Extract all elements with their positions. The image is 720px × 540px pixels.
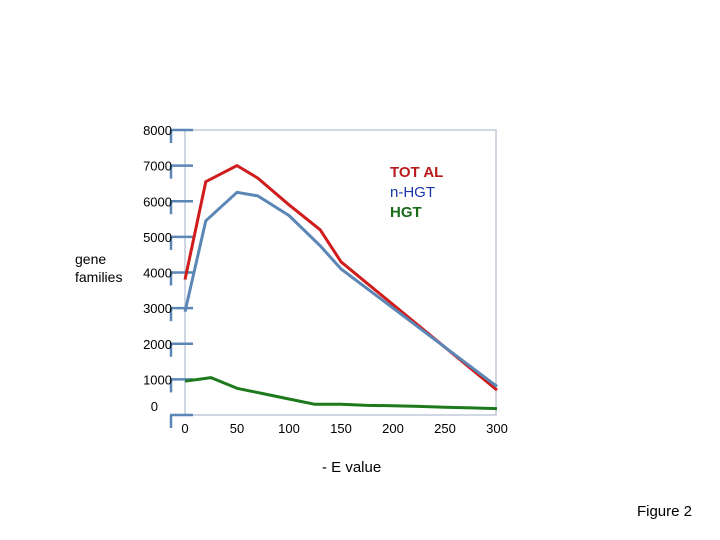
x-tick-label: 100 (278, 421, 300, 436)
legend: TOT AL n-HGT HGT (390, 163, 443, 223)
x-tick-label: 200 (382, 421, 404, 436)
x-tick-label: 300 (486, 421, 508, 436)
y-axis-label: gene families (75, 251, 123, 285)
legend-hgt: HGT (390, 204, 422, 221)
y-tick-label: 6000 (143, 194, 172, 209)
x-tick-label: 50 (230, 421, 244, 436)
x-axis-label: - E value (322, 459, 382, 476)
y-tick-label: 3000 (143, 301, 172, 316)
y-tick-label: 5000 (143, 230, 172, 245)
plot-frame (184, 129, 497, 416)
y-tick-label: 1000 (143, 372, 172, 387)
series-lines (183, 164, 498, 411)
y-tick-label: 2000 (143, 337, 172, 352)
legend-total: TOT AL (390, 164, 444, 181)
x-tick-label: 150 (330, 421, 352, 436)
series-line-tot-al (183, 164, 498, 392)
y-tick-label: 8000 (143, 123, 172, 138)
x-axis-ticks: 0 50 100 150 200 250 300 (181, 421, 507, 436)
y-tick-label: 4000 (143, 266, 172, 281)
y-tick-label: 0 (151, 399, 158, 414)
x-tick-label: 0 (181, 421, 188, 436)
legend-n-hgt: n-HGT (390, 184, 435, 201)
x-tick-label: 250 (434, 421, 456, 436)
y-tick-label: 7000 (143, 159, 172, 174)
figure-caption: Figure 2 (636, 503, 692, 520)
series-line-n-hgt (183, 190, 498, 388)
y-axis-ticks: 8000 7000 6000 5000 4000 3000 2000 1000 0 (143, 123, 193, 428)
series-line-hgt (184, 376, 498, 411)
